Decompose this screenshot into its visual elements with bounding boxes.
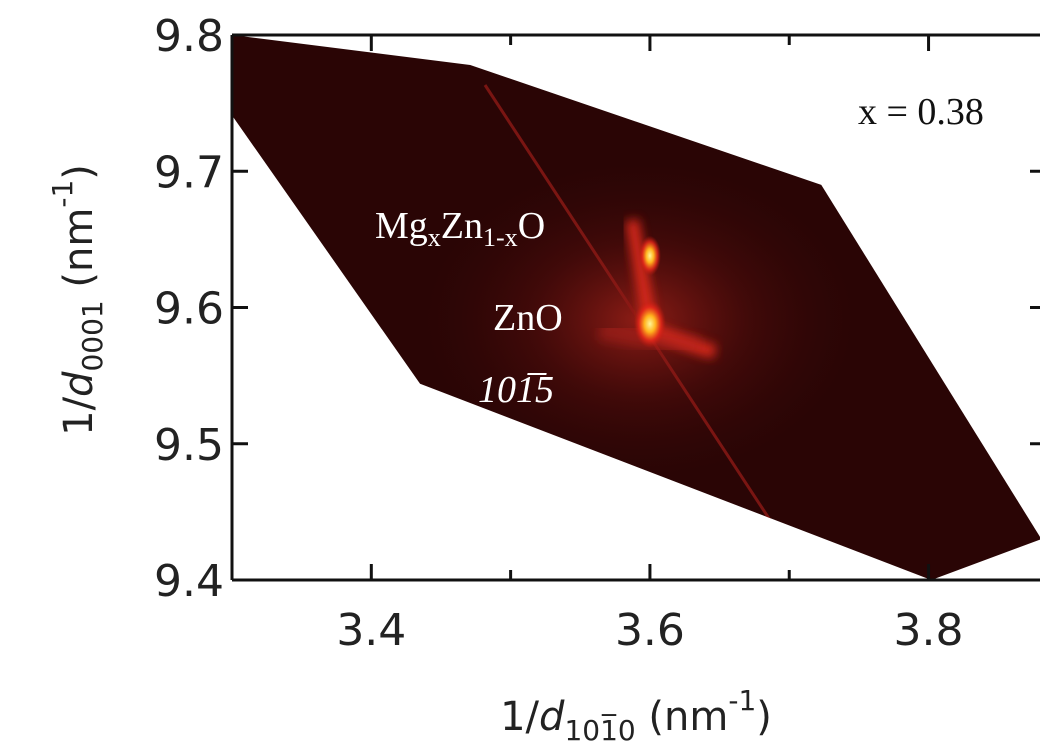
label-part: 1/ xyxy=(56,396,102,435)
alloy-part: 1-x xyxy=(483,223,518,252)
label-part: (nm xyxy=(636,694,729,740)
alloy-part: x xyxy=(428,223,441,252)
alloy-part: Zn xyxy=(441,205,483,247)
y-axis-label: 1/d0001 (nm-1) xyxy=(46,164,109,436)
label-part: 101̅0 xyxy=(564,713,635,747)
y-tick-label: 9.5 xyxy=(154,420,224,471)
label-part: 0001 xyxy=(76,300,109,371)
peak xyxy=(638,235,661,276)
label-part: d xyxy=(56,371,102,397)
label-part: -1 xyxy=(46,180,79,208)
label-part: d xyxy=(539,694,565,740)
x-tick-label: 3.8 xyxy=(894,605,964,656)
y-tick-label: 9.6 xyxy=(154,284,224,335)
reflection-label: 101̅5 xyxy=(478,369,554,411)
y-tick-label: 9.4 xyxy=(154,556,224,607)
label-part: 1/ xyxy=(500,694,539,740)
alloy-label: MgxZn1-xO xyxy=(375,205,545,252)
intensity-glow xyxy=(420,84,860,521)
x-tick-label: 3.6 xyxy=(615,605,685,656)
label-part: (nm xyxy=(56,208,102,301)
y-tick-label: 9.7 xyxy=(154,147,224,198)
x-tick-label: 3.4 xyxy=(336,605,406,656)
composition-label: x = 0.38 xyxy=(858,91,984,133)
label-part: ) xyxy=(756,694,772,740)
label-part: -1 xyxy=(728,684,756,717)
label-part: ) xyxy=(56,164,102,180)
alloy-part: Mg xyxy=(375,205,428,247)
x-axis-label: 1/d101̅0 (nm-1) xyxy=(500,684,772,747)
y-tick-label: 9.8 xyxy=(154,11,224,62)
alloy-part: O xyxy=(518,205,545,247)
substrate-label: ZnO xyxy=(493,297,563,339)
axes xyxy=(230,33,1040,582)
peak xyxy=(633,299,666,348)
